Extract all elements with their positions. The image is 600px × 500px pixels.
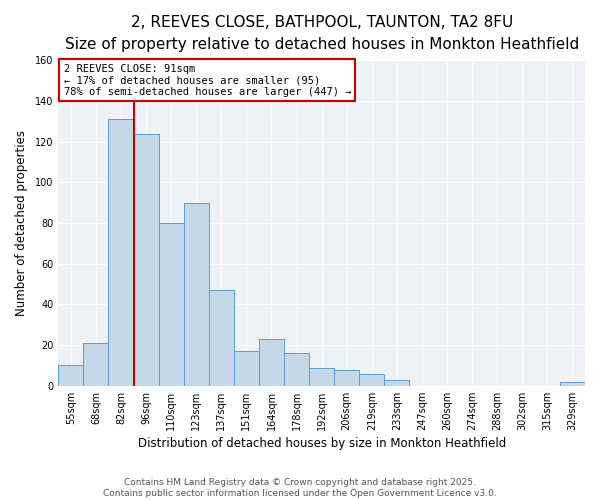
Bar [184,202,209,386]
Bar [109,120,134,386]
Bar [259,339,284,386]
Bar [309,368,334,386]
Bar [58,366,83,386]
Bar [134,134,158,386]
Bar [284,354,309,386]
Bar [560,382,585,386]
Bar [83,343,109,386]
Text: 2 REEVES CLOSE: 91sqm
← 17% of detached houses are smaller (95)
78% of semi-deta: 2 REEVES CLOSE: 91sqm ← 17% of detached … [64,64,351,97]
Text: Contains HM Land Registry data © Crown copyright and database right 2025.
Contai: Contains HM Land Registry data © Crown c… [103,478,497,498]
Title: 2, REEVES CLOSE, BATHPOOL, TAUNTON, TA2 8FU
Size of property relative to detache: 2, REEVES CLOSE, BATHPOOL, TAUNTON, TA2 … [65,15,579,52]
X-axis label: Distribution of detached houses by size in Monkton Heathfield: Distribution of detached houses by size … [137,437,506,450]
Bar [158,223,184,386]
Bar [359,374,385,386]
Y-axis label: Number of detached properties: Number of detached properties [15,130,28,316]
Bar [234,351,259,386]
Bar [209,290,234,386]
Bar [385,380,409,386]
Bar [334,370,359,386]
